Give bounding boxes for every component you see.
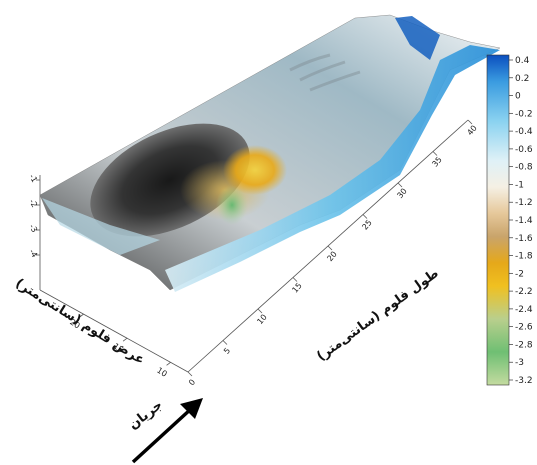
z-tick-label-2: -3: [27, 223, 39, 234]
colorbar-tick-label-7: -1: [515, 180, 524, 190]
x-tick-label-1: 5: [222, 346, 232, 356]
colorbar-tick-label-10: -1.6: [515, 234, 533, 244]
x-axis-label: طول فلوم (سانتی‌متر): [314, 266, 441, 364]
x-tick-label-0: 0: [187, 378, 197, 388]
colorbar-tick-label-15: -2.6: [515, 323, 533, 333]
z-tick-label-3: -4: [27, 248, 39, 259]
colorbar-tick-label-16: -2.8: [515, 340, 533, 350]
colorbar-tick-label-17: -3: [515, 358, 524, 368]
colorbar-tick-label-14: -2.4: [515, 305, 533, 315]
surface: [39, 14, 501, 292]
colorbar-tick-label-9: -1.4: [515, 216, 533, 226]
x-tick-7: [432, 151, 438, 156]
surface-wave-texture: [289, 53, 361, 92]
colorbar-tick-label-8: -1.2: [515, 198, 533, 208]
z-axis-ticks: -1 -2 -3 -4: [27, 173, 40, 259]
scour-orange-zone: [223, 145, 287, 195]
x-tick-label-8: 40: [465, 124, 478, 138]
colorbar-tick-label-12: -2: [515, 269, 524, 279]
x-tick-label-6: 30: [395, 187, 408, 201]
y-tick-2: [79, 313, 84, 318]
colorbar-tick-label-1: 0.2: [515, 74, 529, 84]
y-axis-label: عرض فلوم (سانتی‌متر): [13, 276, 148, 368]
scour-green-zone: [216, 185, 248, 225]
x-tick-8: [467, 119, 473, 125]
colorbar-tick-label-3: -0.2: [515, 109, 533, 119]
x-tick-label-3: 15: [290, 281, 303, 295]
colorbar-ticks: 0.4 0.2 0 -0.2 -0.4 -0.6 -0.8 -1 -1.2 -1.4 -1.6 -1.…: [509, 56, 533, 386]
z-tick-label-1: -2: [27, 198, 39, 209]
colorbar-fill: [486, 54, 510, 386]
colorbar-tick-label-5: -0.6: [515, 145, 533, 155]
flow-label: جریان: [126, 398, 165, 433]
y-tick-1: [122, 337, 128, 342]
x-tick-3: [292, 277, 298, 282]
colorbar-tick-label-13: -2.2: [515, 287, 533, 297]
colorbar-tick-label-0: 0.4: [515, 56, 530, 66]
colorbar-tick-label-4: -0.4: [515, 127, 533, 137]
x-tick-6: [397, 182, 403, 188]
x-tick-5: [362, 214, 368, 219]
z-tick-label-0: -1: [27, 173, 39, 184]
colorbar: 0.4 0.2 0 -0.2 -0.4 -0.6 -0.8 -1 -1.2 -1.4 -1.6 -1.…: [486, 54, 533, 386]
colorbar-tick-label-2: 0: [515, 92, 521, 102]
x-tick-0: [187, 371, 193, 377]
x-tick-1: [222, 340, 228, 345]
surface-left-edge: [42, 198, 160, 255]
y-tick-label-0: 10: [155, 366, 168, 379]
colorbar-tick-label-6: -0.8: [515, 163, 533, 173]
flow-arrow: [131, 398, 203, 464]
x-tick-label-7: 35: [430, 155, 443, 169]
y-tick-0: [166, 362, 171, 366]
x-tick-4: [327, 245, 333, 251]
x-tick-label-5: 25: [360, 218, 373, 232]
colorbar-tick-label-11: -1.8: [515, 252, 533, 262]
surface-ridge: [395, 16, 440, 60]
surface-right-bank: [165, 45, 500, 292]
x-tick-label-4: 20: [325, 250, 338, 264]
colorbar-tick-label-18: -3.2: [515, 376, 533, 386]
x-tick-label-2: 10: [255, 313, 268, 327]
x-tick-2: [257, 308, 263, 314]
